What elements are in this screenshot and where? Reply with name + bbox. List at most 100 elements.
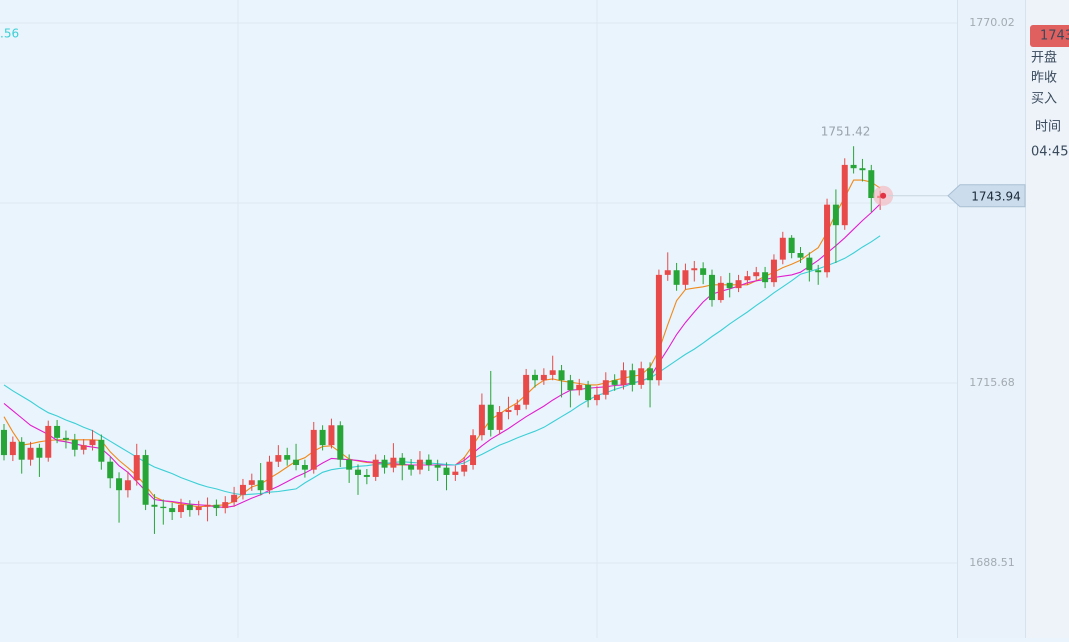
candle-body	[71, 439, 78, 450]
candle-body	[726, 282, 733, 289]
candle-body	[593, 394, 600, 401]
candle-body	[602, 380, 609, 395]
candle-body	[9, 441, 16, 456]
candle-body	[54, 425, 61, 438]
candle-body	[744, 276, 751, 281]
last-dot	[880, 192, 887, 199]
candle-body	[408, 465, 415, 470]
candle-body	[310, 429, 317, 470]
candle-body	[717, 282, 724, 301]
candle-body	[160, 506, 167, 509]
candle-body	[363, 474, 370, 477]
candle-body	[434, 465, 441, 468]
candle-body	[779, 237, 786, 260]
high-label: 1751.42	[821, 125, 871, 139]
candle-body	[89, 439, 96, 446]
ma-line	[3, 203, 881, 508]
panel-label: 昨收	[1031, 71, 1057, 86]
candle-body	[186, 504, 193, 511]
candle-body	[204, 504, 211, 507]
candle-body	[381, 459, 388, 468]
candle-body	[213, 504, 220, 509]
candle-body	[36, 447, 43, 458]
candle-body	[239, 484, 246, 495]
candle-body	[832, 204, 839, 226]
candle-body	[390, 457, 397, 468]
candle-body	[107, 461, 114, 479]
axis-bg	[958, 0, 1025, 638]
candle-body	[735, 280, 742, 289]
candle-body	[859, 168, 866, 171]
price-box	[1030, 25, 1069, 47]
candle-body	[673, 270, 680, 285]
y-tick-label: 1770.02	[969, 16, 1015, 29]
candle-body	[169, 508, 176, 513]
candle-body	[478, 404, 485, 436]
candle-body	[266, 461, 273, 491]
panel-time: 04:45	[1031, 145, 1068, 160]
candle-body	[27, 447, 34, 460]
candle-body	[399, 457, 406, 466]
candle-body	[301, 465, 308, 470]
candle-body	[664, 270, 671, 275]
candle-body	[700, 268, 707, 275]
candle-body	[576, 384, 583, 391]
y-tick-label: 1715.68	[969, 376, 1015, 389]
candle-body	[337, 425, 344, 460]
candle-body	[523, 374, 530, 405]
candle-body	[806, 257, 813, 271]
candle-body	[133, 455, 140, 481]
candle-body	[709, 274, 715, 301]
candle-body	[629, 370, 636, 385]
panel-label: 开盘	[1031, 50, 1057, 66]
candle-body	[647, 368, 654, 381]
candle-body	[487, 404, 494, 430]
candle-body	[416, 459, 423, 470]
y-tick-label: 1688.51	[969, 556, 1015, 569]
candle-body	[452, 471, 459, 475]
candle-body	[682, 270, 689, 285]
candle-body	[328, 425, 335, 446]
candle-body	[505, 410, 512, 413]
candle-body	[222, 502, 229, 509]
candle-body	[753, 272, 760, 277]
candle-body	[824, 204, 831, 273]
ma-label: .56	[0, 27, 19, 41]
panel-label: 买入	[1031, 92, 1057, 107]
candle-body	[514, 404, 521, 411]
candle-body	[585, 384, 592, 401]
ma-line	[3, 235, 881, 496]
candle-body	[540, 374, 547, 381]
candle-body	[346, 459, 353, 470]
candle-body	[275, 455, 282, 462]
candle-body	[45, 425, 52, 458]
candle-body	[611, 380, 618, 385]
candle-body	[558, 370, 565, 381]
candle-body	[116, 478, 123, 491]
candle-body	[762, 272, 769, 283]
candle-body	[655, 274, 662, 381]
candle-body	[638, 368, 645, 385]
candle-body	[620, 370, 627, 385]
last-price: 1743.94	[971, 189, 1021, 203]
candle-body	[815, 270, 822, 273]
last-tag	[947, 184, 1026, 208]
side-panel	[1025, 0, 1069, 638]
candle-body	[691, 268, 698, 271]
candle-body	[841, 164, 848, 226]
candle-body	[549, 370, 556, 375]
candle-body	[496, 412, 503, 430]
candle-body	[284, 455, 291, 460]
candle-body	[850, 164, 857, 169]
candle-body	[142, 455, 149, 505]
price-tag: 1743.94	[873, 184, 1026, 208]
candle-body	[443, 467, 450, 475]
candle-body	[151, 504, 158, 507]
candle-body	[461, 465, 468, 472]
candle-body	[788, 237, 795, 254]
candle-body	[797, 253, 804, 258]
candle-body	[868, 170, 875, 199]
candle-body	[195, 506, 202, 511]
